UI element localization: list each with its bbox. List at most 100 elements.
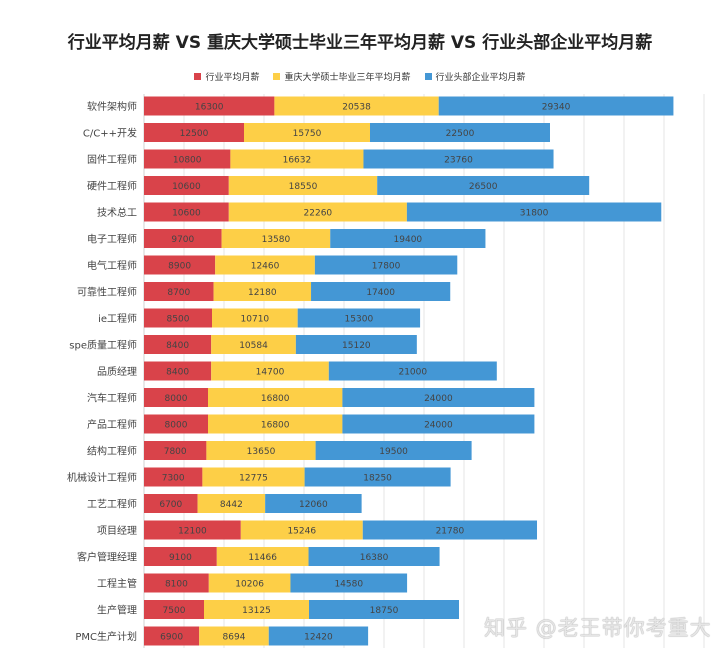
category-label: spe质量工程师 [69,339,137,352]
data-label: 10710 [241,315,270,325]
bar-segment [308,547,440,566]
bar-segment [144,626,200,646]
bar-segment [228,202,407,222]
bar-segment [208,573,291,593]
data-label: 8700 [167,288,190,298]
data-label: 20538 [342,103,371,113]
bar-segment [144,600,204,619]
bar-segment [297,308,421,328]
data-label: 24000 [424,394,453,404]
data-label: 21780 [436,527,465,537]
data-label: 22260 [304,209,333,219]
bar-segment [144,96,275,116]
data-label: 10584 [239,341,268,351]
data-label: 12500 [180,129,209,139]
category-label: C/C++开发 [83,127,137,140]
bar-segment [144,388,208,407]
bar-segment [144,520,241,540]
data-label: 18550 [289,182,318,192]
data-label: 8400 [166,368,189,378]
bar-segment [144,573,209,593]
bar-segment [208,414,343,434]
data-label: 16800 [261,394,290,404]
chart-title: 行业平均月薪 VS 重庆大学硕士毕业三年平均月薪 VS 行业头部企业平均月薪 [67,33,653,53]
data-label: 17400 [366,288,395,298]
category-label: 技术总工 [97,206,137,219]
data-label: 12180 [248,288,277,298]
legend-swatch [194,73,202,80]
data-label: 16300 [195,103,224,113]
category-label: PMC生产计划 [75,630,137,643]
bar-segment [295,335,417,354]
category-label: 软件架构师 [87,100,137,113]
bar-segment [268,626,369,646]
data-label: 8442 [220,500,243,510]
legend-label: 行业头部企业平均月薪 [435,73,526,83]
data-label: 7300 [162,474,185,484]
bar-segment [309,600,459,619]
data-label: 7800 [164,447,187,457]
bar-segment [144,467,203,487]
bar-segment [211,335,296,354]
bar-segment [213,282,312,301]
data-label: 16800 [261,421,290,431]
bar-segment [144,176,229,195]
data-label: 8694 [223,633,246,643]
bar-segment [304,467,451,487]
data-label: 16380 [360,553,389,563]
bar-segment [330,229,486,248]
category-label: 电子工程师 [87,233,137,246]
data-label: 10600 [172,182,201,192]
bar-segment [377,176,590,195]
data-label: 10600 [172,209,201,219]
data-label: 10206 [235,580,264,590]
data-label: 23760 [444,156,473,166]
bar-segment [212,308,298,328]
category-label: 汽车工程师 [87,392,137,405]
data-label: 14700 [256,368,285,378]
data-label: 8100 [165,580,188,590]
category-label: 固件工程师 [87,153,137,166]
data-label: 12420 [304,633,333,643]
bar-segment [215,255,315,275]
data-label: 13125 [242,606,271,616]
data-label: 22500 [446,129,475,139]
category-label: 结构工程师 [87,445,137,458]
legend-swatch [273,73,281,80]
bar-segment [438,96,674,116]
watermark: 知乎 @老王带你考重大 [484,616,712,640]
category-label: 电气工程师 [87,259,137,272]
bar-segment [144,149,231,169]
bar-segment [311,282,451,301]
data-label: 15120 [342,341,371,351]
bar-segment [144,255,216,275]
bar-segment [362,520,538,540]
data-label: 8000 [165,421,188,431]
data-label: 12060 [299,500,328,510]
data-label: 9700 [171,235,194,245]
bar-segment [314,255,458,275]
bar-segment [144,123,244,142]
bar-segment [144,414,208,434]
bar-segment [274,96,439,116]
bar-segment [204,600,309,619]
bar-segment [208,388,343,407]
legend-label: 行业平均月薪 [205,73,260,83]
data-label: 13650 [247,447,276,457]
category-label: 工程主管 [97,577,137,590]
data-label: 8000 [165,394,188,404]
bar-segment [206,441,316,460]
category-label: 工艺工程师 [87,498,137,511]
bar-segment [406,202,662,222]
category-label: 品质经理 [97,365,137,378]
bar-segment [265,494,362,513]
bar-segment [202,467,305,487]
data-label: 9100 [169,553,192,563]
data-label: 15750 [293,129,322,139]
data-label: 15246 [287,527,316,537]
data-label: 24000 [424,421,453,431]
bar-segment [370,123,550,142]
bar-segment [144,547,217,566]
data-label: 12100 [178,527,207,537]
